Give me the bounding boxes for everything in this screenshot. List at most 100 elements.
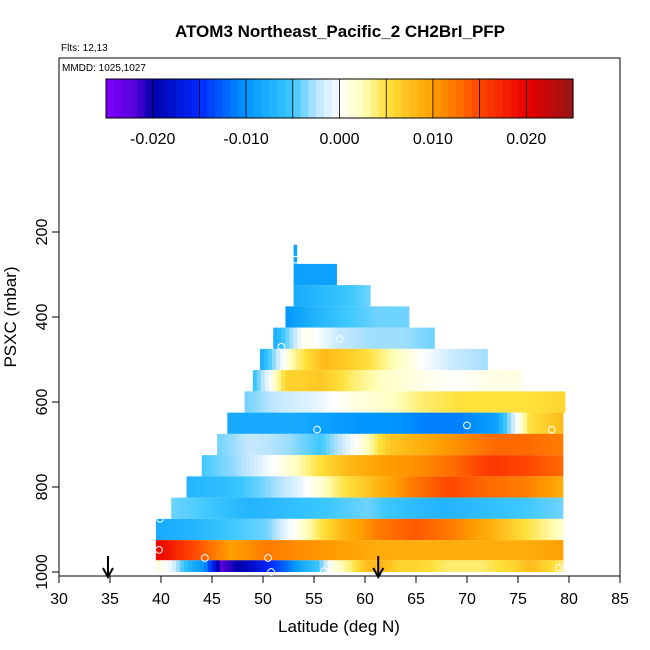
heatmap-cell — [300, 391, 306, 413]
heatmap-cell — [530, 433, 536, 456]
heatmap-cell — [392, 391, 398, 413]
heatmap-cell — [430, 433, 435, 456]
heatmap-cell — [554, 433, 560, 456]
heatmap-cell — [230, 476, 236, 498]
heatmap-cell — [434, 476, 440, 498]
heatmap-cell — [488, 391, 494, 413]
heatmap-cell — [526, 476, 532, 498]
heatmap-cell — [315, 540, 320, 561]
heatmap-cell — [233, 433, 238, 456]
heatmap-cell — [502, 433, 508, 456]
heatmap-cell — [231, 412, 236, 434]
heatmap-cell — [339, 412, 344, 434]
heatmap-cell — [195, 560, 201, 572]
heatmap-cell — [328, 263, 334, 286]
heatmap-cell — [530, 518, 536, 541]
heatmap-cell — [384, 306, 390, 328]
heatmap-cell — [398, 476, 404, 498]
heatmap-cell — [215, 518, 221, 541]
colorbar-segment — [401, 79, 411, 118]
colorbar-segment — [432, 79, 442, 118]
heatmap-cell — [542, 518, 548, 541]
heatmap-cell — [382, 476, 388, 498]
heatmap-cell — [439, 412, 444, 434]
heatmap-cell — [223, 518, 229, 541]
heatmap-cell — [502, 455, 508, 477]
heatmap-cell — [451, 518, 456, 541]
heatmap-row — [293, 285, 371, 307]
heatmap-cell — [326, 476, 332, 498]
heatmap-cell — [347, 540, 352, 561]
heatmap-cell — [179, 497, 184, 519]
heatmap-cell — [466, 433, 471, 456]
heatmap-cell — [298, 455, 303, 477]
heatmap-cell — [451, 560, 456, 572]
heatmap-cell — [333, 285, 339, 307]
heatmap-cell — [486, 497, 492, 519]
heatmap-cell — [442, 476, 448, 498]
heatmap-cell — [407, 348, 413, 371]
heatmap-cell — [462, 455, 468, 477]
heatmap-cell — [444, 370, 450, 392]
heatmap-cell — [347, 497, 352, 519]
heatmap-cell — [423, 348, 429, 371]
heatmap-cell — [542, 497, 548, 519]
heatmap-cell — [506, 497, 512, 519]
heatmap-cell — [358, 476, 364, 498]
heatmap-cell — [399, 497, 404, 519]
heatmap-cell — [524, 391, 530, 413]
colorbar-segment — [168, 79, 177, 118]
heatmap-cell — [509, 370, 514, 392]
heatmap-cell — [366, 476, 372, 498]
heatmap-cell — [414, 476, 420, 498]
heatmap-cell — [478, 476, 484, 498]
heatmap-cell — [446, 433, 451, 456]
heatmap-cell — [454, 476, 460, 498]
heatmap-cell — [284, 370, 290, 392]
heatmap-cell — [276, 391, 282, 413]
heatmap-cell — [406, 433, 411, 456]
heatmap-cell — [155, 540, 161, 561]
heatmap-cell — [416, 391, 422, 413]
heatmap-cell — [454, 497, 460, 519]
heatmap-cell — [345, 306, 350, 328]
heatmap-cell — [298, 476, 304, 498]
heatmap-cell — [410, 455, 415, 477]
heatmap-cell — [339, 497, 344, 519]
heatmap-cell — [516, 391, 522, 413]
heatmap-cell — [343, 518, 348, 541]
heatmap-cell — [318, 476, 324, 498]
heatmap-cell — [248, 391, 254, 413]
heatmap-cell — [321, 285, 327, 307]
heatmap-cell — [446, 476, 452, 498]
heatmap-cell — [222, 476, 228, 498]
heatmap-cell — [325, 285, 331, 307]
heatmap-cell — [324, 370, 330, 392]
heatmap-cell — [263, 348, 269, 371]
heatmap-cell — [352, 391, 358, 413]
heatmap-cell — [483, 348, 488, 371]
colorbar-segment — [160, 79, 169, 118]
heatmap-cell — [491, 518, 496, 541]
heatmap-cell — [373, 306, 378, 328]
heatmap-cell — [430, 476, 436, 498]
heatmap-cell — [304, 391, 310, 413]
heatmap-cell — [418, 433, 423, 456]
heatmap-cell — [268, 391, 274, 413]
heatmap-cell — [377, 306, 382, 328]
heatmap-cell — [335, 540, 340, 561]
heatmap-cell — [460, 391, 466, 413]
heatmap-cell — [451, 540, 456, 561]
heatmap-cell — [367, 560, 372, 572]
heatmap-cell — [171, 497, 176, 519]
heatmap-cell — [419, 540, 424, 561]
heatmap-cell — [275, 540, 281, 561]
heatmap-cell — [159, 560, 165, 572]
heatmap-cell — [407, 412, 412, 434]
heatmap-cell — [534, 540, 540, 561]
heatmap-cell — [315, 497, 320, 519]
heatmap-cell — [440, 391, 446, 413]
heatmap-cell — [447, 412, 452, 434]
heatmap-cell — [255, 518, 261, 541]
sample-point — [313, 425, 321, 434]
